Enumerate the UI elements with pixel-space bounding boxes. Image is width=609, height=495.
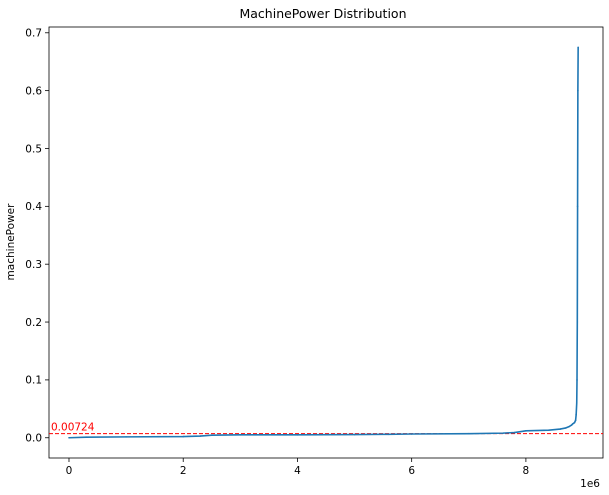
data-point <box>567 425 570 428</box>
data-point <box>210 434 213 436</box>
plot-frame <box>48 26 604 459</box>
data-point <box>573 421 576 424</box>
data-point <box>525 430 527 432</box>
data-point <box>565 427 567 429</box>
data-point <box>502 432 504 434</box>
data-point <box>577 46 579 49</box>
y-tick-label: 0.1 <box>25 375 42 387</box>
data-point <box>239 434 242 436</box>
data-point <box>576 379 578 381</box>
data-point <box>574 419 577 422</box>
data-point <box>576 321 579 323</box>
x-tick-label: 2 <box>180 465 187 477</box>
x-axis-offset-label: 1e6 <box>580 478 600 490</box>
data-point <box>575 402 578 404</box>
y-tick-label: 0.0 <box>25 433 42 445</box>
data-point <box>577 89 579 92</box>
data-point <box>571 423 574 425</box>
data-point <box>85 436 87 438</box>
data-point <box>559 428 561 430</box>
y-tick-label: 0.4 <box>25 201 42 213</box>
data-point <box>576 205 579 208</box>
data-point <box>467 432 470 435</box>
chart-title: MachinePower Distribution <box>239 6 406 21</box>
x-tick-label: 0 <box>66 465 73 477</box>
data-point <box>410 433 413 435</box>
series-line <box>68 47 579 439</box>
reference-line-label: 0.00724 <box>51 422 95 434</box>
data-point <box>570 424 573 426</box>
data-point <box>199 435 202 437</box>
data-point <box>575 413 577 416</box>
data-point <box>547 429 550 432</box>
y-tick-label: 0.7 <box>25 28 42 40</box>
y-axis-label: machinePower <box>5 203 17 281</box>
x-tick-label: 8 <box>523 465 530 477</box>
data-point <box>125 436 127 438</box>
data-point <box>68 436 70 439</box>
data-point <box>296 434 299 436</box>
x-tick-label: 4 <box>294 465 301 477</box>
data-point <box>182 435 185 438</box>
data-point <box>353 433 356 436</box>
y-tick-label: 0.3 <box>25 259 42 271</box>
plot-area: 0 2 4 6 8 0.0 0.1 0.2 0.3 0.4 0.5 0.6 0.7 0.00724 <box>25 26 604 477</box>
data-point <box>513 431 516 434</box>
data-point <box>388 433 390 436</box>
y-tick-label: 0.2 <box>25 317 42 329</box>
x-tick-label: 6 <box>408 465 415 477</box>
y-tick-label: 0.5 <box>25 143 42 155</box>
y-tick-label: 0.6 <box>25 85 42 97</box>
